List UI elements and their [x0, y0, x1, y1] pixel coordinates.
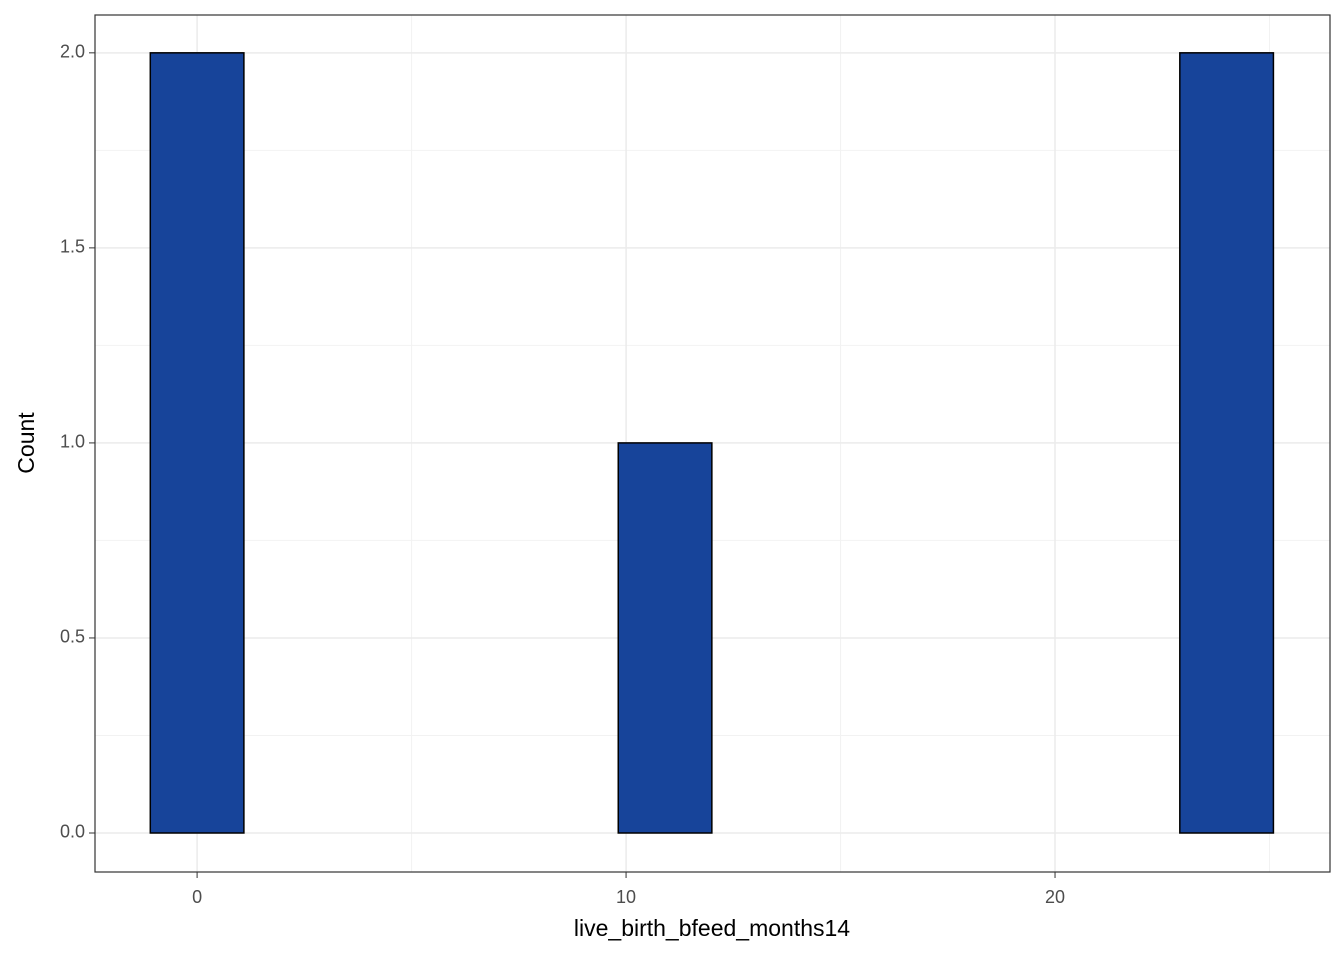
bar	[149, 52, 245, 834]
x-axis-title: live_birth_bfeed_months14	[574, 915, 850, 941]
bar	[617, 442, 713, 834]
y-tick-label: 0.5	[60, 627, 85, 647]
y-axis-title: Count	[13, 412, 39, 474]
y-tick-label: 1.0	[60, 432, 85, 452]
y-tick-label: 1.5	[60, 237, 85, 257]
x-tick-label: 10	[616, 887, 636, 907]
x-tick-label: 20	[1045, 887, 1065, 907]
panel-border	[94, 14, 1331, 873]
x-tick-label: 0	[192, 887, 202, 907]
y-tick-label: 0.0	[60, 822, 85, 842]
bar	[1179, 52, 1275, 834]
y-tick-label: 2.0	[60, 42, 85, 62]
